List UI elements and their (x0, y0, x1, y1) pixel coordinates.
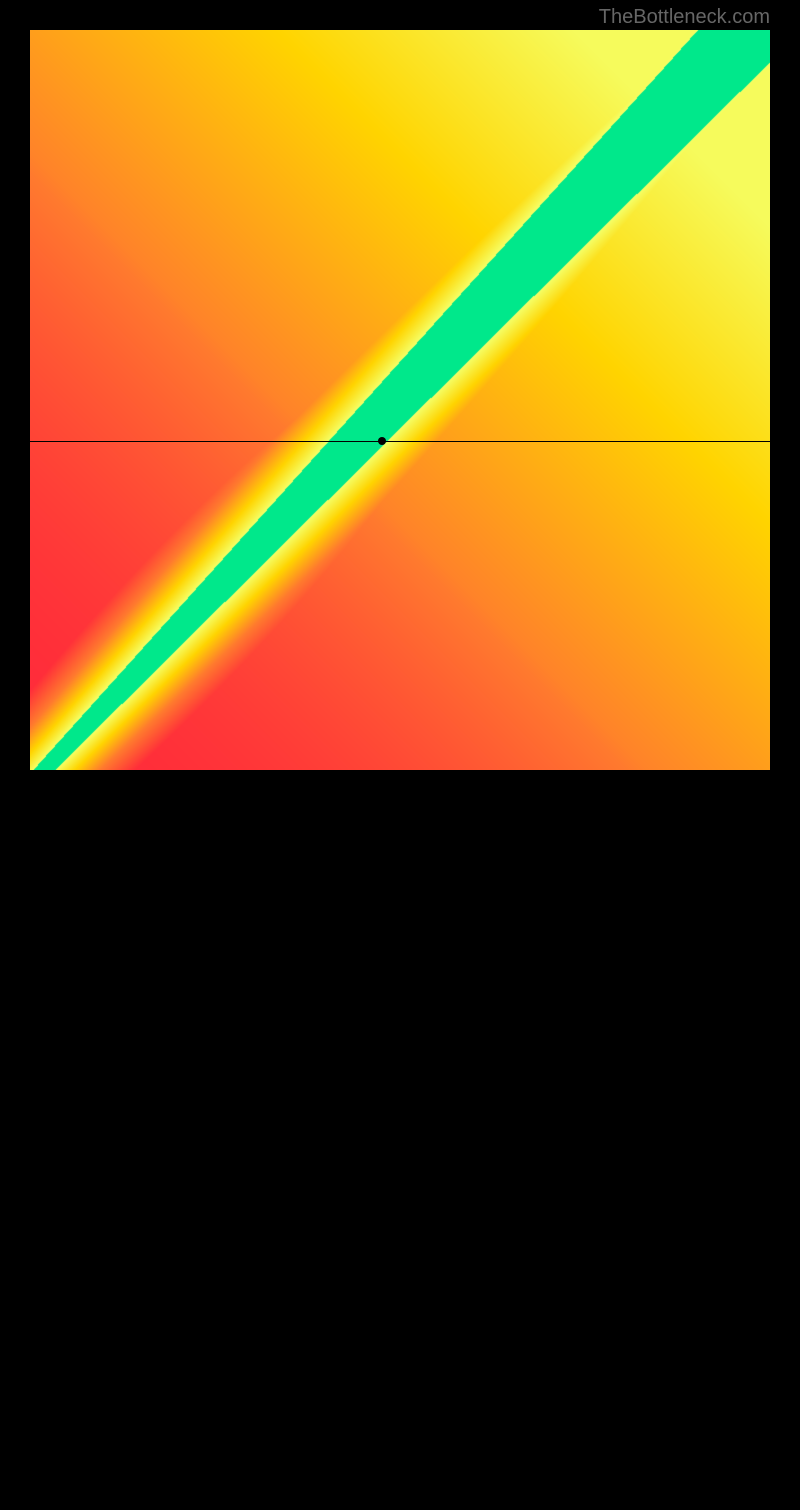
plot-area (30, 30, 770, 770)
crosshair-horizontal (30, 441, 770, 442)
crosshair-vertical (382, 770, 383, 1510)
data-point-marker (378, 437, 386, 445)
heatmap-canvas (30, 30, 770, 770)
watermark-text: TheBottleneck.com (599, 6, 770, 29)
